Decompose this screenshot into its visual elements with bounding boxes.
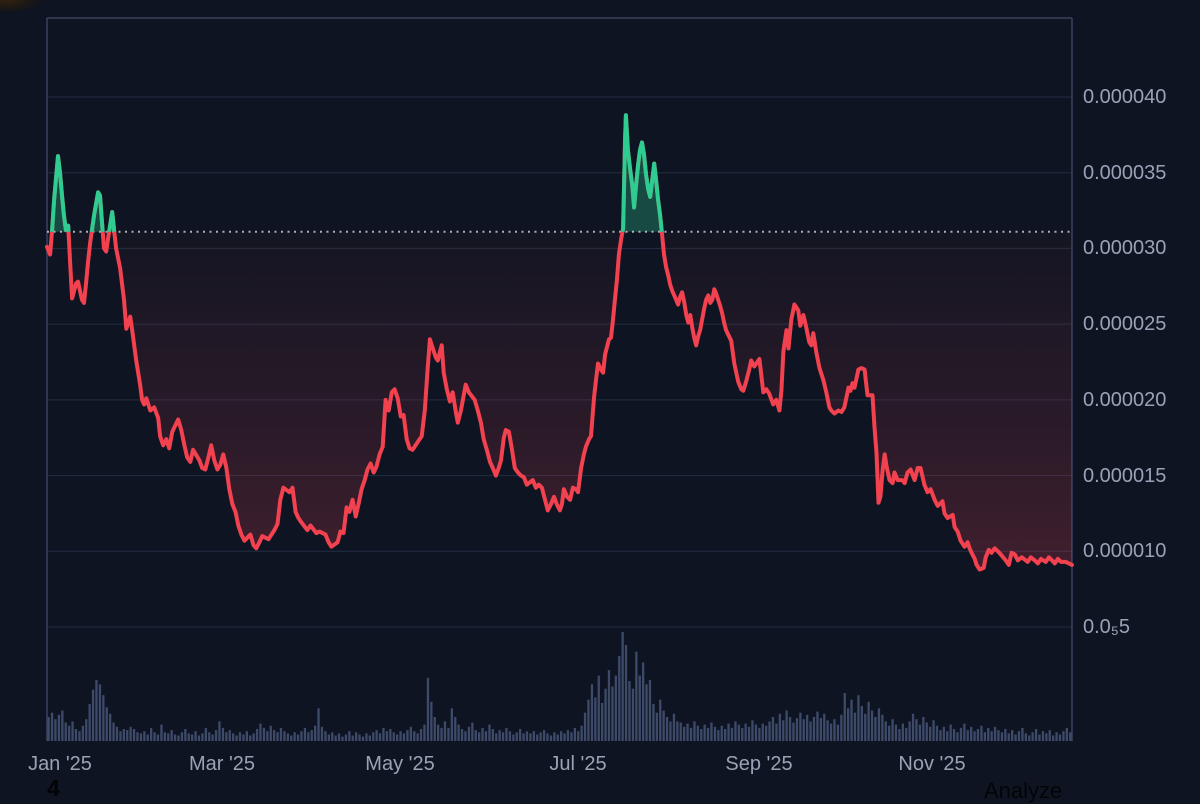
area-fill-above bbox=[47, 115, 1072, 232]
area-fill-below bbox=[47, 231, 1072, 570]
x-axis-tick-label: Jul '25 bbox=[549, 753, 607, 775]
x-axis-tick-label: May '25 bbox=[365, 753, 435, 775]
y-axis-tick-label: 0.000010 bbox=[1083, 540, 1167, 563]
y-axis-tick-label: 0.000015 bbox=[1083, 464, 1167, 487]
y-axis-tick-label: 0.000030 bbox=[1083, 237, 1167, 260]
y-axis-tick-label: 0.000040 bbox=[1083, 86, 1167, 108]
y-axis-tick-label: 0.000025 bbox=[1083, 313, 1167, 336]
bottom-left-text: 4 bbox=[47, 775, 60, 801]
x-axis-tick-label: Nov '25 bbox=[898, 753, 966, 775]
y-axis-tick-label: 0.0₅5 bbox=[1083, 615, 1130, 638]
price-line-down bbox=[45, 113, 1074, 572]
volume-bars bbox=[47, 632, 1072, 742]
x-axis-tick-label: Jan '25 bbox=[28, 753, 92, 775]
analyze-button[interactable]: Analyze bbox=[984, 778, 1063, 803]
x-axis-tick-label: Sep '25 bbox=[725, 753, 793, 775]
y-axis-tick-label: 0.000020 bbox=[1083, 388, 1167, 411]
y-axis-tick-label: 0.000035 bbox=[1083, 161, 1167, 184]
x-axis-tick-label: Mar '25 bbox=[188, 753, 256, 775]
